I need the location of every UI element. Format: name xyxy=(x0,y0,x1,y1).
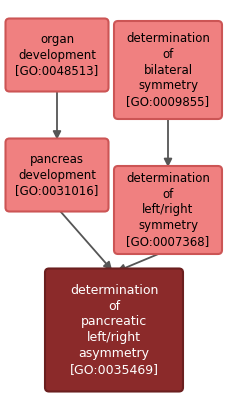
Text: pancreas
development
[GO:0031016]: pancreas development [GO:0031016] xyxy=(15,152,98,197)
Text: organ
development
[GO:0048513]: organ development [GO:0048513] xyxy=(15,33,98,77)
FancyBboxPatch shape xyxy=(5,19,108,91)
Text: determination
of
left/right
symmetry
[GO:0007368]: determination of left/right symmetry [GO… xyxy=(126,172,209,249)
Text: determination
of
pancreatic
left/right
asymmetry
[GO:0035469]: determination of pancreatic left/right a… xyxy=(69,283,158,376)
FancyBboxPatch shape xyxy=(5,139,108,212)
FancyBboxPatch shape xyxy=(45,268,182,391)
FancyBboxPatch shape xyxy=(114,166,221,254)
Text: determination
of
bilateral
symmetry
[GO:0009855]: determination of bilateral symmetry [GO:… xyxy=(126,31,209,108)
FancyBboxPatch shape xyxy=(114,21,221,119)
